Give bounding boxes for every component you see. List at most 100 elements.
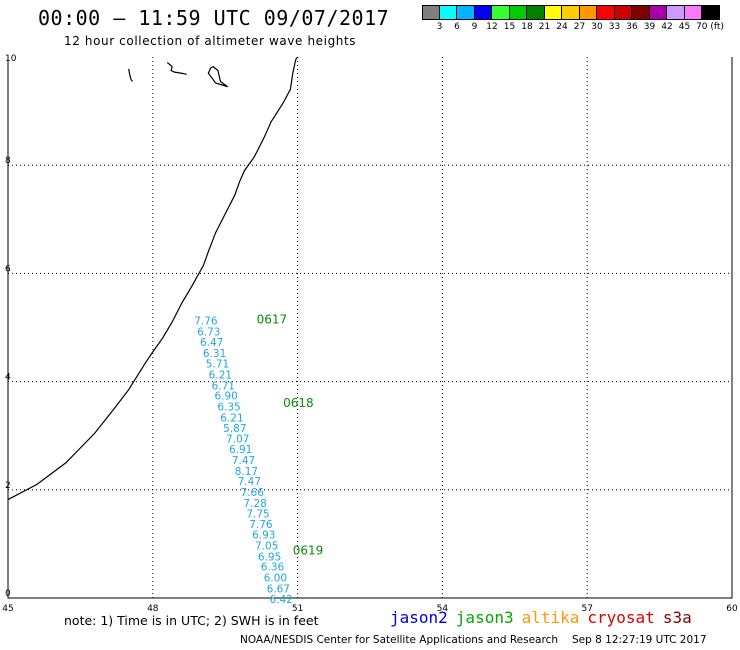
color-swatch: [667, 5, 685, 20]
color-swatch: [632, 5, 650, 20]
color-swatch: [614, 5, 632, 20]
legend-s3a: s3a: [662, 608, 692, 627]
map-border: [7, 57, 733, 599]
swh-value-label: 6.21: [220, 412, 243, 424]
lat-tick-label: 6: [5, 264, 11, 274]
lon-tick-label: 54: [437, 604, 449, 614]
legend-jason2: jason2: [390, 608, 448, 627]
color-swatch: [474, 5, 492, 20]
lon-tick-label: 57: [581, 604, 592, 614]
lat-tick-label: 2: [5, 481, 11, 491]
legend-jason3: jason3: [455, 608, 514, 627]
color-swatch: [439, 5, 457, 20]
units-note: note: 1) Time is in UTC; 2) SWH is in fe…: [64, 613, 319, 628]
lat-lon-grid: [8, 57, 732, 598]
island-outline: [207, 66, 228, 88]
pass-time-label: 0617: [257, 312, 288, 326]
color-swatch: [544, 5, 562, 20]
swh-value-label: 6.73: [197, 326, 220, 338]
color-scale-labels: 3 6 9 12 15 18 21 24 27 30 33 36 39 42 45 70 (ft): [422, 22, 740, 34]
swh-value-label: 7.07: [226, 433, 249, 445]
legend-cryosat: cryosat: [587, 608, 655, 627]
swh-value-label: 6.21: [209, 370, 232, 382]
pass-time-label: 0619: [293, 543, 324, 557]
color-scale-label: 18: [521, 22, 533, 32]
color-scale-label: 12: [486, 22, 498, 32]
color-scale-label: 27: [573, 22, 586, 32]
color-scale-label: 42: [661, 22, 673, 32]
coastline: [7, 56, 299, 501]
lat-tick-label: 0: [5, 589, 11, 599]
lat-tick-label: 4: [5, 373, 11, 383]
color-scale-label: 70 (ft): [696, 22, 724, 32]
color-scale-label: 3: [436, 22, 443, 32]
credit-timestamp: Sep 8 12:27:19 UTC 2017: [572, 634, 707, 646]
swh-observations: 7.766.736.476.315.716.216.716.906.356.21…: [194, 315, 293, 606]
swh-value-label: 6.31: [203, 348, 226, 360]
color-scale-label: 36: [626, 22, 638, 32]
swh-value-label: 7.75: [246, 509, 269, 521]
credit-org: NOAA/NESDIS Center for Satellite Applica…: [240, 634, 558, 646]
satellite-legend: jason2 jason3 altika cryosat s3a: [390, 608, 700, 627]
color-scale-label: 15: [503, 22, 516, 32]
swh-value-label: 6.47: [200, 337, 223, 349]
lon-tick-label: 48: [147, 604, 159, 614]
lon-tick-label: 51: [292, 604, 303, 614]
lon-tick-label: 60: [726, 604, 738, 614]
map-subtitle: 12 hour collection of altimeter wave hei…: [64, 34, 357, 48]
lon-tick-label: 45: [2, 604, 13, 614]
island-outline: [128, 68, 133, 82]
color-scale-label: 39: [643, 22, 656, 32]
swh-value-label: 7.47: [238, 476, 261, 488]
color-scale-label: 6: [454, 22, 460, 32]
color-scale-label: 24: [556, 22, 568, 32]
color-scale-label: 33: [608, 22, 621, 32]
color-scale-bar: [422, 5, 720, 20]
swh-value-label: 6.91: [229, 444, 252, 456]
swh-value-label: 6.42: [269, 594, 292, 606]
color-swatch: [509, 5, 527, 20]
color-scale-label: 21: [538, 22, 551, 32]
color-swatch: [457, 5, 475, 20]
color-swatch: [527, 5, 545, 20]
color-swatch: [492, 5, 510, 20]
legend-altika: altika: [521, 608, 580, 627]
swh-value-label: 6.93: [252, 530, 275, 542]
swh-value-label: 8.17: [235, 466, 258, 478]
swh-value-label: 7.28: [243, 498, 266, 510]
color-swatch: [422, 5, 440, 20]
swh-value-label: 7.76: [194, 315, 218, 327]
swh-value-label: 6.90: [214, 391, 237, 403]
color-scale-label: 9: [471, 22, 478, 32]
color-swatch: [684, 5, 702, 20]
coastline-path: [7, 56, 299, 501]
lat-tick-label: 10: [5, 54, 17, 64]
color-scale-label: 30: [591, 22, 603, 32]
swh-value-label: 5.71: [206, 359, 229, 371]
credit-footer: NOAA/NESDIS Center for Satellite Applica…: [240, 634, 707, 646]
color-scale-label: 45: [678, 22, 691, 32]
pass-time-label: 0618: [283, 396, 314, 410]
swh-value-label: 6.35: [217, 401, 240, 413]
swh-value-label: 7.76: [249, 519, 273, 531]
island-outline: [166, 61, 187, 75]
swh-value-label: 6.67: [267, 583, 290, 595]
swh-value-label: 6.36: [261, 562, 285, 574]
swh-value-label: 7.05: [255, 541, 278, 553]
pass-time-labels: 0617 0618 0619: [257, 312, 324, 557]
swh-value-label: 6.71: [212, 380, 235, 392]
swh-value-label: 6.00: [264, 572, 287, 584]
color-swatch: [702, 5, 720, 20]
swh-value-label: 7.66: [241, 487, 265, 499]
lat-tick-label: 8: [5, 156, 11, 166]
color-swatch: [579, 5, 597, 20]
swh-value-label: 7.47: [232, 455, 255, 467]
map-title: 00:00 – 11:59 UTC 09/07/2017: [38, 6, 390, 30]
axis-tick-labels: 45 48 51 54 57 60 0 2 4 6 8 10: [2, 54, 738, 614]
color-swatch: [597, 5, 615, 20]
color-swatch: [562, 5, 580, 20]
map-frame: [7, 57, 733, 599]
color-swatch: [649, 5, 667, 20]
swh-value-label: 6.95: [258, 551, 281, 563]
